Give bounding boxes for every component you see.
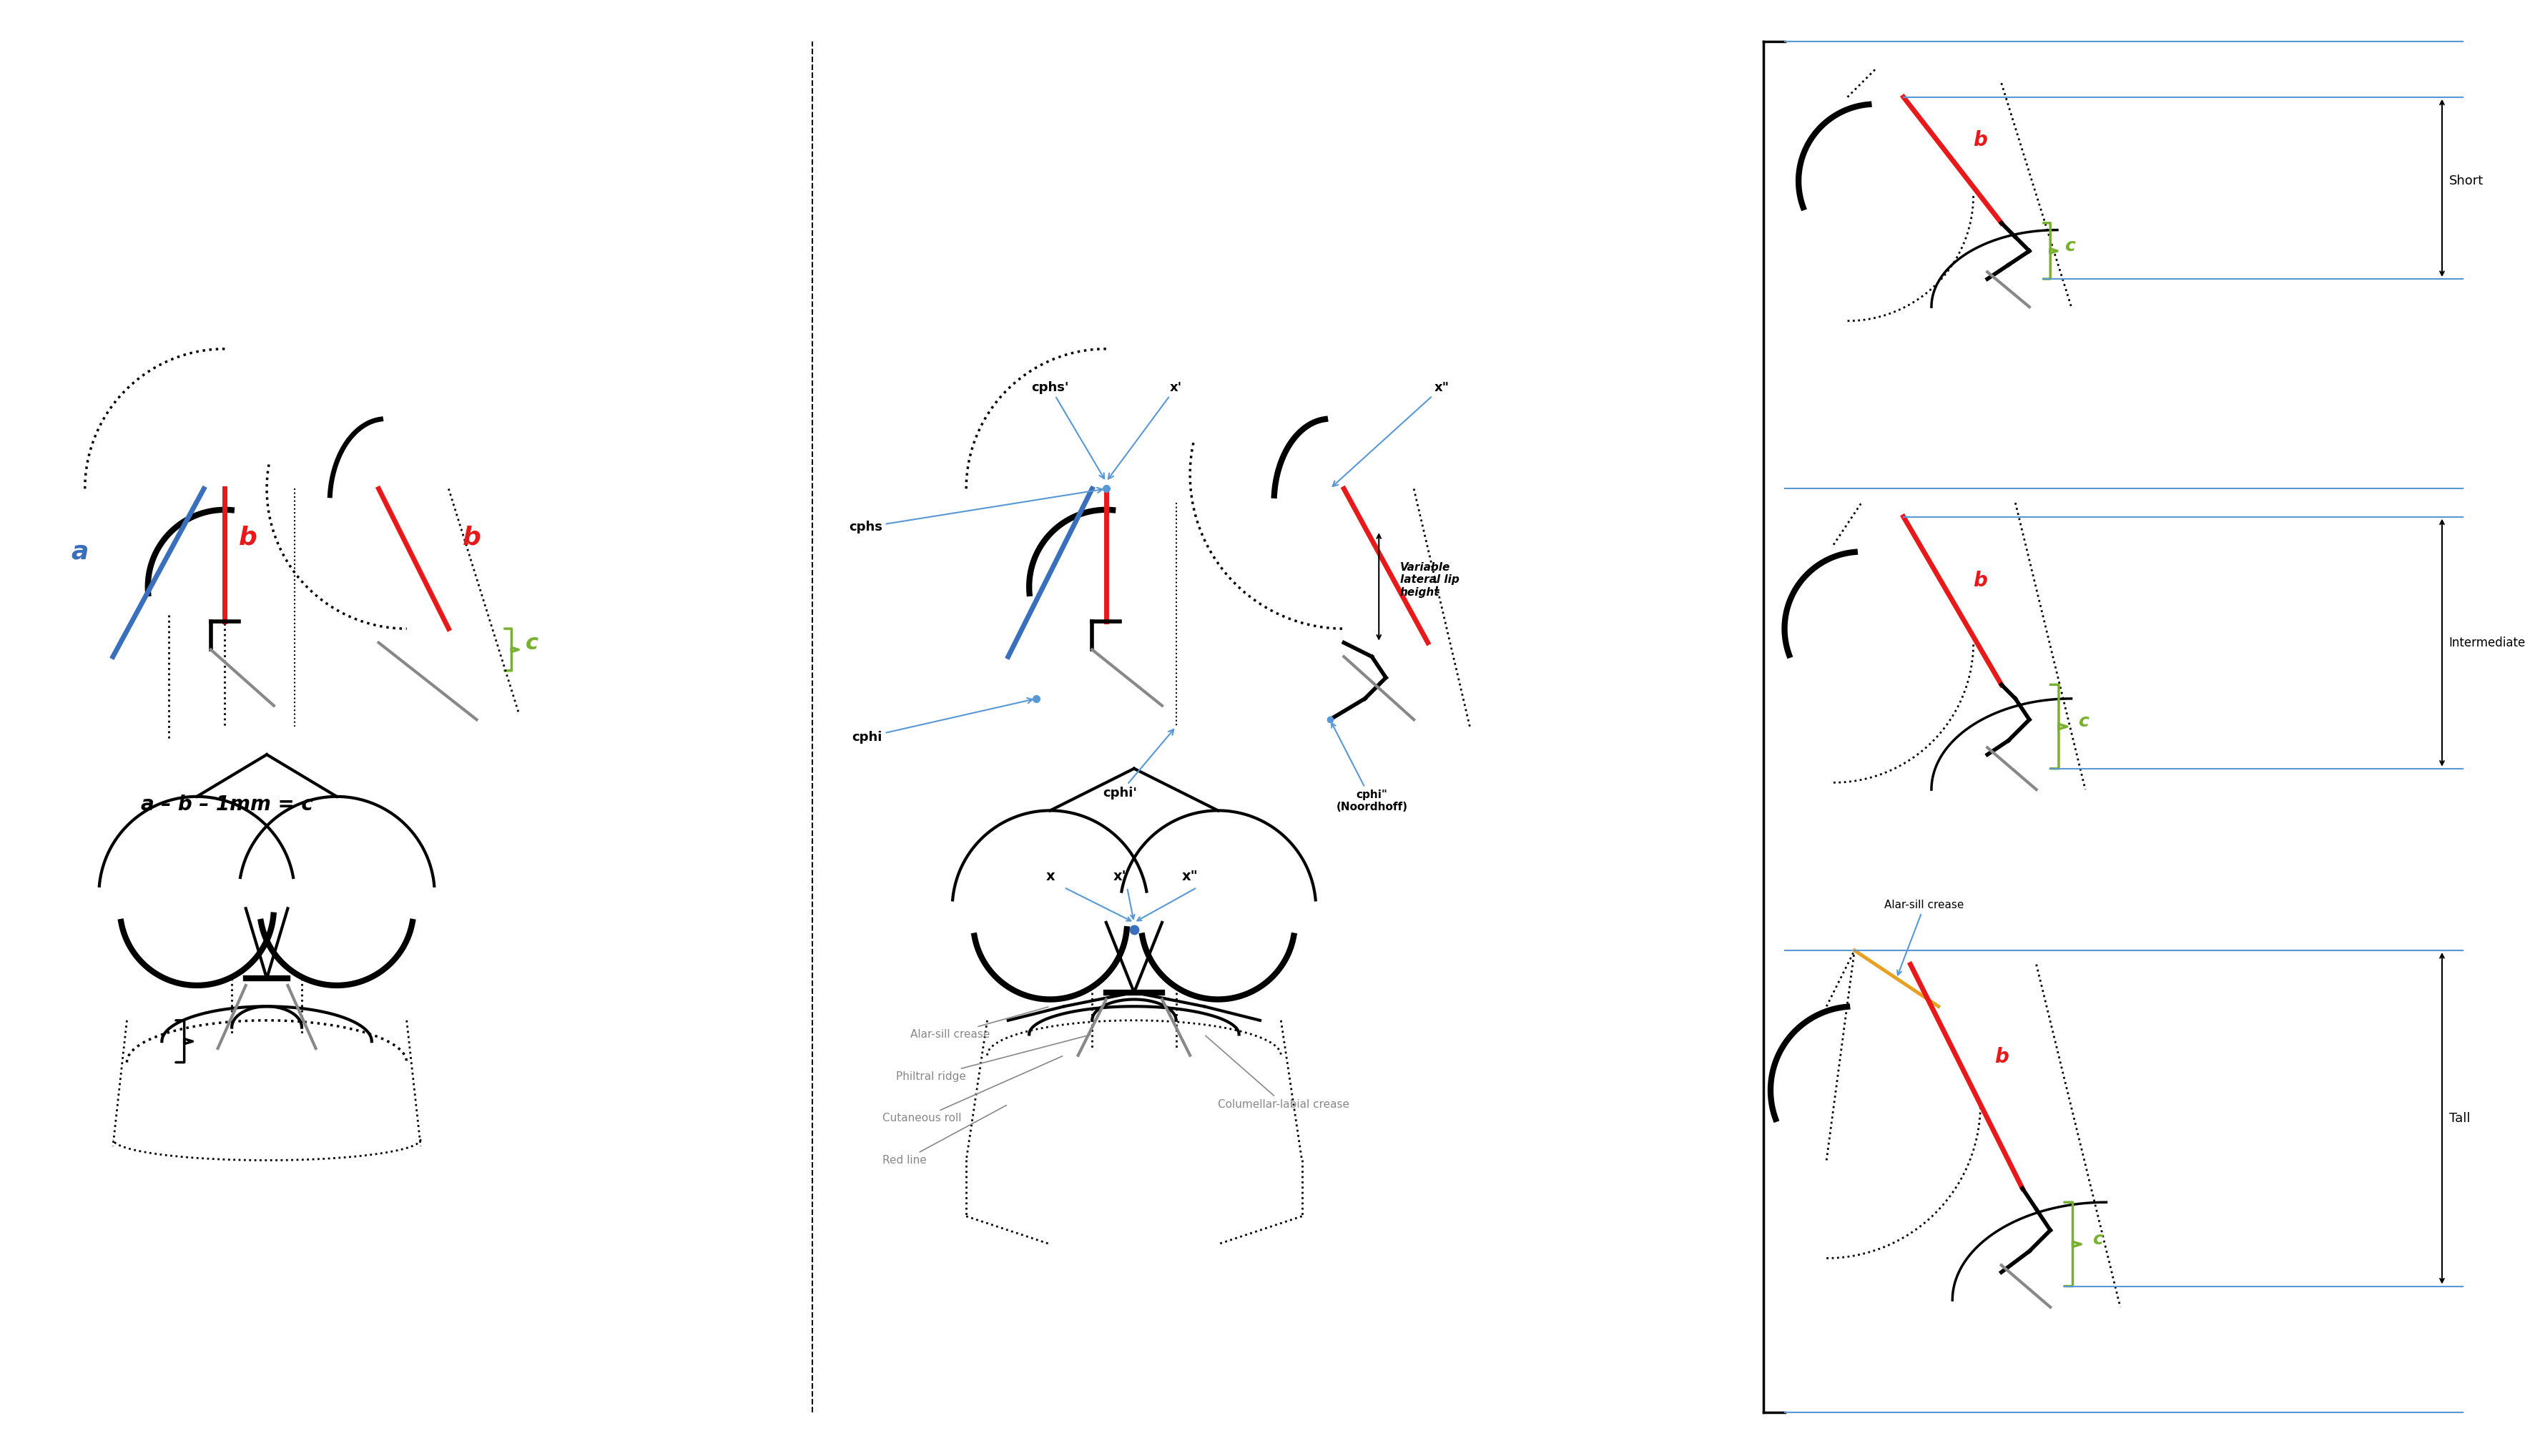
- Text: Alar-sill crease: Alar-sill crease: [909, 1008, 1048, 1040]
- Text: x': x': [1108, 381, 1182, 479]
- Text: x": x": [1182, 869, 1199, 884]
- Text: a: a: [71, 539, 88, 563]
- Text: Intermediate: Intermediate: [2449, 636, 2525, 649]
- Text: cphi: cphi: [851, 697, 1033, 744]
- Text: cphi"
(Noordhoff): cphi" (Noordhoff): [1331, 722, 1406, 812]
- Text: Variable
lateral lip
height: Variable lateral lip height: [1399, 562, 1459, 597]
- Text: cphs: cphs: [848, 488, 1103, 533]
- Text: Alar-sill crease: Alar-sill crease: [1884, 900, 1964, 976]
- Text: Short: Short: [2449, 175, 2485, 188]
- Text: x: x: [1045, 869, 1055, 884]
- Text: x': x': [1114, 869, 1126, 884]
- Text: a – b – 1mm = c: a – b – 1mm = c: [141, 795, 313, 815]
- Text: Red line: Red line: [881, 1105, 1007, 1166]
- Text: cphs': cphs': [1030, 381, 1103, 479]
- Text: c: c: [2065, 237, 2076, 255]
- Text: c: c: [525, 633, 538, 654]
- Text: b: b: [462, 526, 482, 550]
- Text: Columellar-labial crease: Columellar-labial crease: [1204, 1035, 1348, 1109]
- Text: b: b: [1995, 1047, 2007, 1067]
- Text: b: b: [1975, 571, 1987, 591]
- Text: c: c: [2078, 713, 2088, 729]
- Text: b: b: [240, 526, 258, 550]
- Text: cphi': cphi': [1103, 729, 1174, 799]
- Text: x": x": [1333, 381, 1449, 486]
- Text: Philtral ridge: Philtral ridge: [896, 1035, 1091, 1082]
- Text: c: c: [2093, 1230, 2103, 1248]
- Text: Tall: Tall: [2449, 1112, 2469, 1124]
- Text: b: b: [1975, 130, 1987, 150]
- Text: Cutaneous roll: Cutaneous roll: [881, 1056, 1063, 1124]
